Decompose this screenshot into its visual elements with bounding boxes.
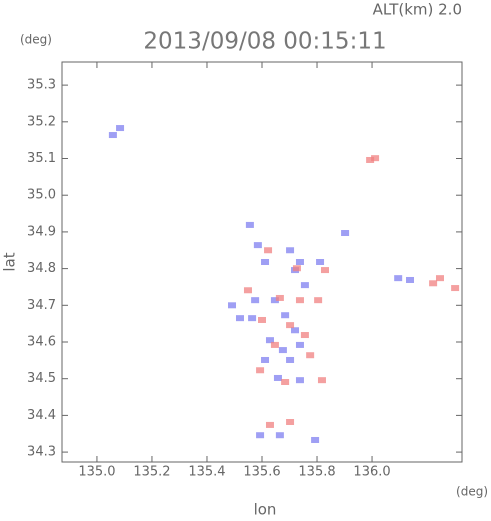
data-point	[316, 259, 325, 265]
y-tick-label: 34.4	[27, 408, 56, 423]
data-point	[270, 297, 279, 304]
data-point	[300, 332, 309, 339]
y-tick-label: 34.3	[27, 445, 56, 460]
data-point	[264, 247, 273, 254]
x-axis-label: lon	[254, 501, 277, 519]
data-point	[286, 356, 295, 363]
data-point	[320, 267, 329, 274]
data-point	[245, 221, 254, 228]
data-point	[286, 322, 295, 329]
data-point	[256, 432, 265, 439]
data-point	[265, 337, 274, 344]
data-point	[295, 377, 304, 384]
data-point	[295, 297, 304, 304]
data-point	[275, 294, 284, 301]
data-point	[116, 125, 125, 132]
data-point	[235, 315, 244, 322]
data-point	[429, 280, 438, 287]
data-point	[228, 302, 237, 309]
data-point	[270, 341, 279, 348]
y-tick-label: 35.0	[27, 188, 56, 203]
data-point	[291, 327, 300, 334]
y-tick-label: 35.1	[27, 151, 56, 166]
y-tick-label: 34.8	[27, 261, 56, 276]
data-point	[295, 341, 304, 348]
y-tick-label: 34.5	[27, 371, 56, 386]
data-point	[273, 374, 282, 381]
data-point	[261, 356, 270, 363]
y-tick-label: 34.7	[27, 298, 56, 313]
x-tick-label: 135.2	[133, 465, 170, 480]
data-point	[394, 275, 403, 282]
y-tick-label: 34.9	[27, 224, 56, 239]
x-tick-label: 135.4	[188, 465, 225, 480]
data-point	[314, 297, 323, 304]
data-point	[248, 315, 257, 322]
data-point	[292, 265, 301, 272]
data-point	[371, 155, 380, 162]
data-point	[286, 247, 295, 254]
data-point	[406, 276, 415, 283]
y-unit: (deg)	[20, 33, 52, 47]
x-tick-label: 135.6	[243, 465, 280, 480]
y-tick-label: 35.2	[27, 114, 56, 129]
x-tick-label: 135.0	[78, 465, 115, 480]
chart-title: 2013/09/08 00:15:11	[143, 29, 386, 55]
data-point	[275, 432, 284, 439]
data-point	[311, 436, 320, 443]
data-point	[265, 421, 274, 428]
x-tick-label: 135.8	[298, 465, 335, 480]
data-point	[341, 230, 350, 237]
y-tick-label: 35.3	[27, 78, 56, 93]
data-point	[451, 285, 460, 292]
data-point	[366, 156, 375, 163]
data-point	[306, 352, 315, 359]
data-point	[295, 259, 304, 265]
data-point	[281, 312, 290, 319]
x-unit: (deg)	[456, 485, 488, 499]
data-point	[258, 316, 266, 323]
data-point	[300, 282, 309, 289]
y-axis-label: lat	[1, 252, 19, 271]
data-point	[108, 132, 117, 139]
y-tick-label: 34.6	[27, 335, 56, 350]
data-point	[281, 379, 290, 385]
data-point	[278, 347, 287, 354]
data-point	[435, 275, 444, 282]
data-point	[317, 377, 326, 384]
x-tick-label: 136.0	[353, 465, 390, 480]
data-point	[243, 287, 252, 294]
data-point	[256, 367, 265, 374]
subtitle: ALT(km) 2.0	[373, 1, 462, 19]
data-point	[253, 242, 262, 249]
data-point	[286, 419, 295, 425]
data-point	[251, 297, 260, 304]
data-point	[261, 259, 270, 265]
